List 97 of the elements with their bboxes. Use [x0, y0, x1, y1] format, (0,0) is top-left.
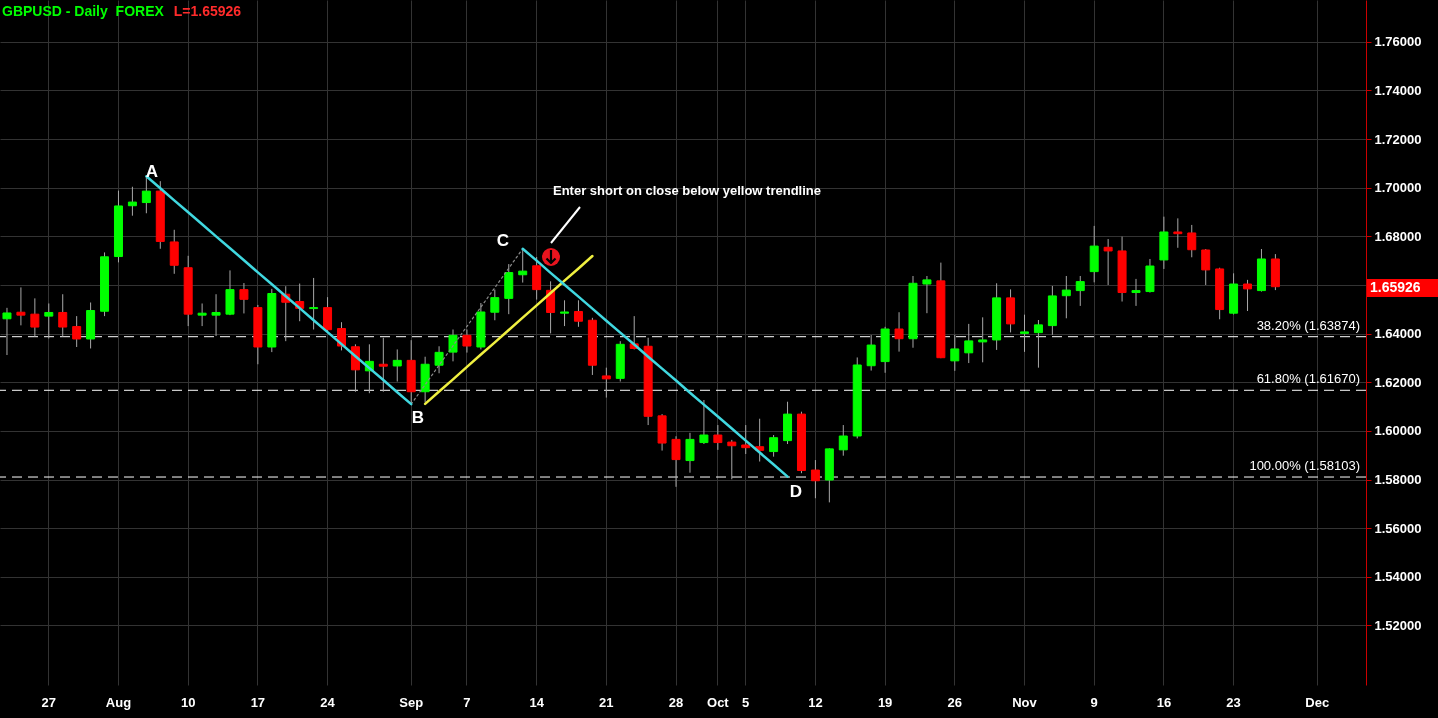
x-tick-label: 9 [1090, 694, 1098, 710]
x-tick-label: 24 [320, 694, 336, 710]
candlestick [211, 293, 221, 337]
candlestick [950, 334, 960, 372]
annotation: B [411, 408, 425, 427]
candlestick [58, 293, 68, 338]
candlestick [16, 286, 26, 326]
annotation: C [496, 231, 510, 250]
y-tick-label: 1.70000 [1374, 180, 1422, 196]
candlestick [573, 299, 583, 328]
x-tick-label: 19 [877, 694, 893, 710]
candlestick [1243, 279, 1253, 312]
candlestick [323, 296, 333, 333]
ref-line-label: 100.00% (1.58103) [1249, 458, 1360, 474]
x-tick-label: 27 [41, 694, 57, 710]
candlestick [30, 297, 40, 338]
x-tick-label: 21 [599, 694, 614, 710]
candlestick [239, 282, 249, 314]
candlestick [866, 334, 876, 372]
candlestick [462, 328, 472, 354]
candlestick [671, 435, 681, 488]
candlestick [490, 289, 500, 321]
candlestick [141, 175, 151, 214]
candlestick [964, 323, 974, 364]
y-tick-label: 1.76000 [1374, 34, 1422, 50]
candlestick [378, 337, 388, 393]
candlestick [685, 432, 695, 474]
x-tick-label: 14 [529, 694, 545, 710]
line-series [521, 247, 789, 478]
x-tick-label: 16 [1156, 694, 1172, 710]
x-tick-label: 7 [463, 694, 471, 710]
candlestick [601, 367, 611, 399]
candlestick [1103, 238, 1113, 286]
line-series [145, 175, 413, 406]
y-tick-label: 1.58000 [1374, 472, 1422, 488]
candlestick [1020, 314, 1029, 353]
x-tick-label: 23 [1226, 694, 1241, 710]
x-tick-label: Dec [1305, 694, 1330, 710]
y-tick-label: 1.52000 [1374, 617, 1422, 633]
line-series [410, 248, 524, 405]
candlestick [894, 311, 904, 353]
candlestick [1033, 319, 1043, 369]
x-tick-label: 26 [947, 694, 963, 710]
candlestick [532, 256, 542, 301]
y-tick-label: 1.74000 [1374, 82, 1422, 98]
x-tick-label: 17 [250, 694, 266, 710]
candlestick [518, 248, 528, 284]
annotation: L=1.65926 [173, 3, 242, 19]
y-tick-label: 1.60000 [1374, 423, 1422, 439]
x-tick-label: Sep [399, 694, 424, 710]
x-tick-label: Nov [1012, 694, 1038, 710]
candlestick [309, 277, 319, 330]
candlestick [1187, 224, 1197, 258]
ref-line-label: 61.80% (1.61670) [1256, 371, 1360, 387]
line-series [423, 254, 594, 406]
text: 1.65926 [1370, 279, 1421, 295]
candlestick [741, 424, 751, 455]
x-tick-label: 12 [808, 694, 823, 710]
y-tick-label: 1.56000 [1374, 520, 1422, 536]
candlestick [1173, 217, 1183, 249]
candlestick [838, 424, 848, 457]
annotation: Enter short on close below yellow trendline [553, 183, 821, 198]
candlestick [1061, 275, 1071, 319]
annotation: A [145, 162, 159, 181]
candlestick [727, 439, 737, 480]
candlestick [978, 316, 988, 363]
candlestick [713, 424, 723, 451]
candlestick [560, 299, 570, 327]
x-tick-label: 10 [180, 694, 196, 710]
candlestick [1201, 248, 1211, 286]
candlestick [197, 302, 207, 327]
candlestick [44, 302, 54, 339]
candlestick [72, 315, 82, 348]
chart-title: GBPUSD - Daily FOREX [2, 3, 165, 19]
annotation: D [789, 482, 803, 501]
y-tick-label: 1.72000 [1374, 131, 1422, 147]
candlestick [699, 399, 709, 445]
candlestick [448, 328, 458, 362]
candlestick [1075, 275, 1085, 307]
y-tick-label: 1.64000 [1374, 326, 1422, 342]
y-tick-label: 1.54000 [1374, 569, 1422, 585]
x-tick-label: 28 [668, 694, 684, 710]
candlestick [392, 348, 402, 383]
x-tick-label: Oct [707, 694, 730, 710]
candlestick [434, 345, 444, 374]
y-tick-label: 1.62000 [1374, 374, 1422, 390]
candlestick [2, 307, 12, 356]
candlestick [769, 434, 779, 458]
candlestick [810, 459, 820, 499]
x-tick-label: 5 [742, 694, 750, 710]
ref-line-label: 38.20% (1.63874) [1256, 317, 1360, 333]
candlestick [127, 186, 137, 217]
x-tick-label: Aug [105, 694, 132, 710]
y-tick-label: 1.68000 [1374, 228, 1422, 244]
candlestick [169, 229, 179, 275]
candlestick [1131, 278, 1141, 307]
candlestick [922, 275, 932, 314]
